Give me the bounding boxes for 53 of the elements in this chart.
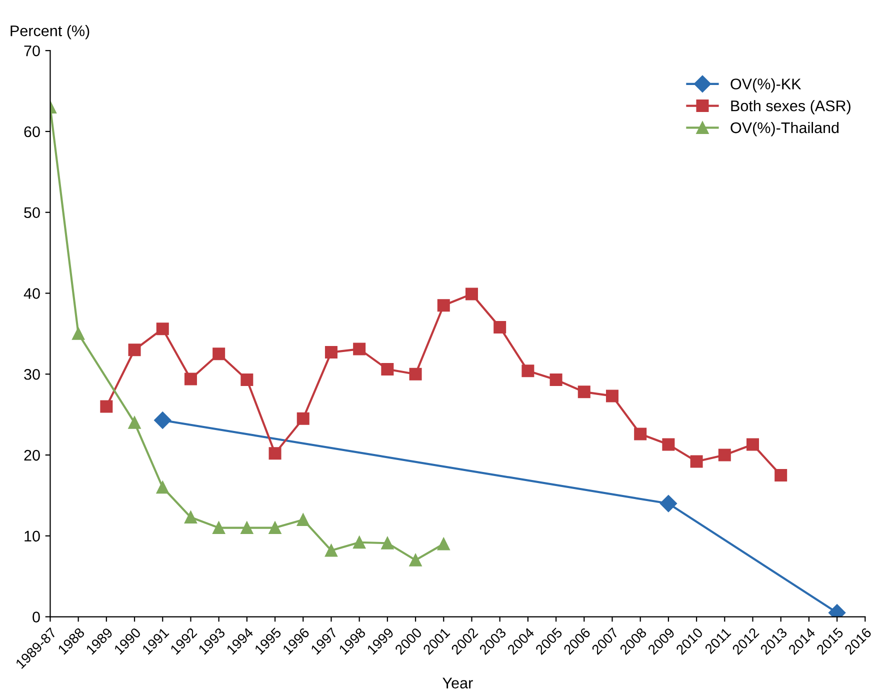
point — [156, 322, 169, 336]
point — [690, 455, 703, 468]
legend-label: OV(%)-Thailand — [730, 122, 839, 136]
point — [72, 327, 85, 340]
point — [268, 522, 282, 534]
point — [353, 536, 366, 549]
y-tick-label: 20 — [24, 450, 40, 461]
x-axis-title: Year — [442, 678, 473, 688]
point — [184, 511, 197, 524]
legend-label: OV(%)-KK — [730, 78, 802, 92]
point — [662, 438, 675, 451]
point — [437, 538, 450, 550]
point — [240, 374, 254, 386]
point — [381, 363, 394, 376]
y-tick-label: 30 — [24, 368, 40, 380]
point — [746, 438, 759, 451]
point — [606, 390, 618, 402]
point — [409, 368, 422, 380]
point — [353, 342, 366, 356]
point — [296, 513, 310, 526]
y-tick-label: 60 — [24, 126, 40, 138]
point — [154, 412, 172, 429]
point — [184, 372, 197, 386]
point — [240, 522, 254, 534]
point — [212, 348, 226, 360]
point — [774, 468, 788, 482]
point — [381, 536, 394, 550]
point — [128, 344, 141, 356]
point — [268, 447, 282, 460]
y-tick-label: 40 — [24, 288, 40, 299]
point — [634, 428, 647, 440]
y-axis-title: Percent (%) — [10, 25, 90, 40]
point — [550, 374, 562, 386]
point — [156, 481, 169, 494]
point — [718, 448, 731, 462]
point — [578, 386, 590, 398]
point — [437, 299, 450, 312]
y-tick-label: 0 — [32, 612, 40, 622]
point — [212, 522, 226, 534]
point — [660, 494, 677, 512]
y-tick-label: 10 — [24, 530, 40, 542]
point — [324, 346, 338, 359]
legend-label: Both sexes (ASR) — [731, 100, 850, 114]
point — [494, 320, 506, 334]
point — [409, 554, 422, 566]
point — [465, 288, 478, 300]
point — [100, 400, 113, 413]
y-tick-label: 50 — [24, 207, 40, 218]
y-tick-label: 70 — [24, 45, 40, 56]
point — [128, 416, 141, 429]
point — [324, 544, 338, 557]
point — [522, 364, 534, 378]
point — [296, 412, 310, 425]
